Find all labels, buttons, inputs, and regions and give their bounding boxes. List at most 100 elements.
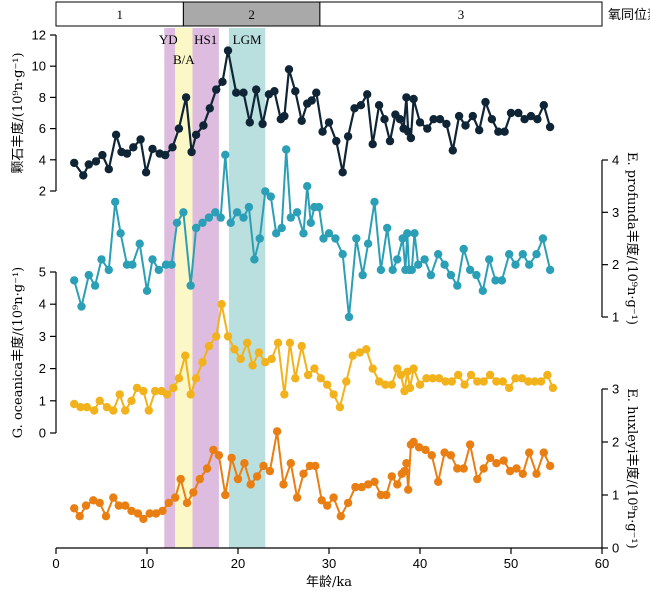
data-point	[380, 115, 389, 124]
data-point	[348, 351, 357, 360]
data-point	[423, 124, 432, 133]
y-tick-label: 2	[612, 257, 619, 272]
data-point	[154, 265, 163, 275]
data-point	[370, 477, 379, 486]
data-point	[376, 265, 386, 275]
y-tick-label: 8	[39, 90, 46, 105]
data-point	[145, 509, 154, 518]
data-point	[329, 493, 338, 502]
data-point	[204, 341, 214, 351]
data-point	[536, 377, 546, 386]
data-point	[84, 270, 94, 280]
data-point	[518, 469, 527, 478]
x-tick-label: 20	[231, 556, 245, 571]
data-point	[82, 403, 92, 412]
data-point	[473, 377, 482, 386]
data-point	[370, 197, 379, 207]
data-point	[422, 374, 431, 383]
data-point	[223, 332, 233, 341]
data-point	[352, 234, 361, 243]
data-point	[405, 383, 415, 393]
data-point	[158, 506, 167, 516]
data-point	[114, 501, 124, 510]
data-point	[393, 480, 402, 489]
data-point	[404, 127, 413, 136]
data-point	[129, 143, 138, 152]
data-point	[102, 403, 112, 412]
data-point	[221, 490, 230, 500]
x-tick-label: 30	[322, 556, 336, 571]
data-point	[420, 255, 429, 264]
data-point	[319, 234, 328, 243]
data-point	[403, 367, 412, 376]
y-tick-label: 2	[612, 435, 619, 450]
data-point	[468, 111, 477, 121]
y-tick-label: 4	[612, 153, 619, 168]
data-point	[429, 115, 438, 124]
data-point	[402, 93, 411, 102]
data-point	[299, 469, 308, 478]
data-point	[479, 377, 488, 386]
data-point	[286, 459, 295, 468]
data-point	[205, 104, 214, 113]
data-point	[532, 250, 541, 259]
data-point	[291, 87, 300, 96]
data-point	[195, 474, 204, 484]
data-point	[179, 208, 188, 217]
data-point	[70, 399, 79, 409]
data-point	[374, 101, 384, 110]
data-point	[312, 88, 321, 97]
data-point	[136, 135, 145, 144]
data-point	[171, 493, 180, 502]
y-tick-label: 12	[32, 28, 46, 43]
data-point	[459, 464, 468, 473]
data-point	[297, 341, 306, 351]
data-point	[116, 229, 125, 238]
data-point	[381, 380, 390, 389]
data-point	[284, 65, 294, 74]
y-tick-label: 0	[39, 426, 46, 441]
event-label-lgm: LGM	[233, 32, 262, 47]
data-point	[122, 149, 132, 158]
y-axis-title-1: E. profunda丰度/(10⁹n·g⁻¹)	[624, 152, 640, 325]
data-point	[246, 480, 255, 489]
data-point	[329, 390, 338, 399]
x-tick-label: 0	[52, 556, 59, 571]
data-point	[279, 480, 288, 489]
data-point	[454, 370, 463, 380]
data-point	[303, 370, 313, 380]
event-label-hs1: HS1	[194, 32, 217, 47]
data-point	[95, 396, 104, 405]
data-point	[485, 453, 495, 463]
data-point	[407, 265, 416, 275]
data-point	[479, 464, 488, 473]
data-point	[270, 87, 279, 96]
data-point	[374, 377, 384, 386]
data-point	[478, 286, 487, 295]
data-point	[446, 270, 456, 280]
data-point	[485, 255, 494, 264]
data-point	[232, 88, 241, 97]
data-point	[111, 197, 120, 207]
data-point	[181, 93, 191, 102]
data-point	[135, 239, 144, 248]
data-point	[244, 202, 254, 212]
data-point	[485, 370, 495, 380]
data-point	[548, 383, 558, 393]
data-point	[427, 451, 436, 460]
data-point	[90, 406, 99, 415]
data-point	[266, 192, 275, 201]
data-point	[466, 370, 476, 380]
data-point	[520, 115, 529, 124]
y-tick-label: 3	[612, 382, 619, 397]
data-point	[499, 456, 508, 465]
data-point	[233, 474, 243, 484]
data-point	[518, 250, 527, 259]
data-point	[91, 157, 101, 166]
data-point	[406, 133, 416, 143]
data-point	[259, 461, 268, 471]
data-point	[162, 390, 172, 399]
data-point	[525, 448, 534, 457]
data-point	[355, 348, 365, 357]
